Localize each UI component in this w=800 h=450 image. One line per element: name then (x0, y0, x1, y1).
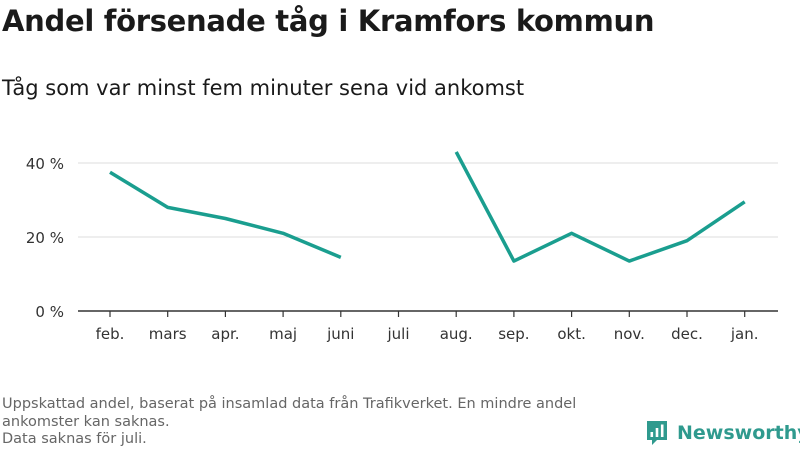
x-tick-label: maj (269, 325, 297, 343)
x-tick-label: mars (149, 325, 187, 343)
note-line: Data saknas för juli. (2, 431, 147, 447)
x-tick-label: sep. (498, 325, 529, 343)
y-tick-label: 40 % (26, 155, 64, 173)
note-line: Uppskattad andel, baserat på insamlad da… (2, 396, 577, 412)
x-tick-label: okt. (557, 325, 586, 343)
brand-logo: Newsworthy (645, 420, 800, 446)
x-tick-label: apr. (211, 325, 239, 343)
line-chart: 0 % 20 % 40 % feb. mars apr. maj juni juli aug. se… (26, 151, 778, 343)
x-tick-label: dec. (671, 325, 703, 343)
x-tick-label: nov. (614, 325, 645, 343)
series-line (454, 151, 746, 263)
brand-name: Newsworthy (677, 422, 800, 444)
source-note: Uppskattad andel, baserat på insamlad da… (2, 396, 642, 449)
x-tick-label: juli (386, 325, 409, 343)
x-tick-label: aug. (440, 325, 473, 343)
page-title: Andel försenade tåg i Kramfors kommun (2, 4, 655, 38)
x-tick-label: jan. (730, 325, 759, 343)
x-tick-label: juni (326, 325, 354, 343)
x-tick-label: feb. (96, 325, 125, 343)
series-line (109, 170, 342, 259)
chart-subtitle: Tåg som var minst fem minuter sena vid a… (2, 76, 525, 100)
y-tick-label: 20 % (26, 229, 64, 247)
y-tick-label: 0 % (35, 303, 64, 321)
note-line: ankomster kan saknas. (2, 413, 170, 430)
newsworthy-logo-icon (647, 421, 667, 445)
